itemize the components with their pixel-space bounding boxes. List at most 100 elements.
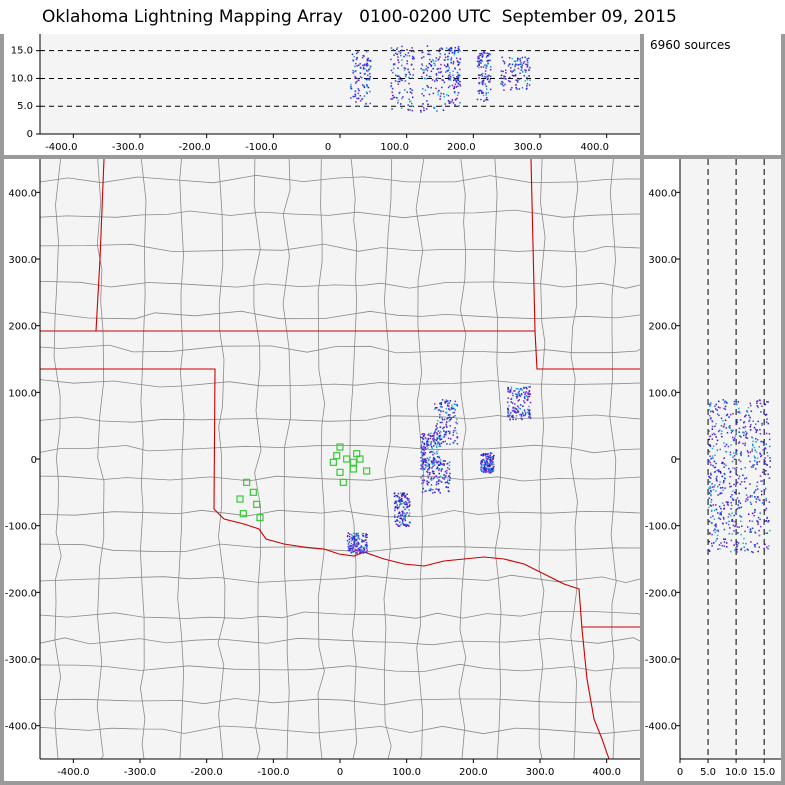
lightning-source-point [482, 66, 485, 68]
lightning-source-point [401, 511, 404, 513]
lightning-source-point [755, 438, 757, 440]
lightning-source-point [452, 74, 454, 77]
lightning-source-point [423, 453, 425, 456]
lightning-source-point [512, 418, 514, 421]
lightning-source-point [715, 477, 718, 480]
y-tick-label: -100.0 [645, 522, 677, 533]
lightning-source-point [489, 88, 492, 91]
lightning-source-point [511, 71, 513, 73]
lightning-source-point [442, 418, 444, 421]
lightning-source-point [503, 89, 505, 91]
lightning-source-point [516, 60, 518, 62]
lightning-source-point [735, 485, 737, 487]
lightning-source-point [459, 74, 461, 77]
lightning-source-point [745, 494, 748, 496]
lightning-source-point [478, 64, 480, 66]
lightning-source-point [446, 63, 449, 65]
lightning-source-point [430, 477, 433, 479]
y-tick-label: 200.0 [8, 322, 37, 333]
lightning-source-point [365, 534, 367, 536]
lightning-source-point [758, 399, 761, 401]
lightning-source-point [428, 458, 430, 461]
plan-view-map[interactable]: 400.0300.0200.0100.00-100.0-200.0-300.0-… [4, 159, 640, 781]
lightning-source-point [448, 78, 450, 81]
lightning-source-point [753, 455, 756, 458]
lightning-source-point [398, 92, 400, 95]
lightning-source-point [428, 93, 431, 96]
lightning-source-point [708, 460, 710, 462]
lightning-source-point [432, 434, 434, 437]
lightning-source-point [515, 84, 517, 86]
lightning-source-point [743, 537, 745, 540]
lightning-source-point [739, 515, 741, 517]
lightning-source-point [458, 48, 460, 51]
county-line [253, 159, 262, 760]
lightning-source-point [351, 535, 354, 537]
lightning-source-point [502, 70, 504, 73]
lightning-source-point [709, 435, 712, 437]
lightning-source-point [480, 52, 483, 55]
lightning-source-point [431, 463, 434, 465]
lightning-source-point [520, 65, 522, 68]
lightning-source-point [392, 94, 394, 97]
lightning-source-point [723, 425, 725, 428]
lightning-source-point [394, 507, 396, 510]
lightning-source-point [394, 63, 396, 65]
lightning-source-point [352, 60, 355, 62]
lightning-source-point [403, 492, 406, 495]
lightning-source-point [363, 95, 366, 97]
lightning-source-point [766, 532, 769, 535]
lightning-source-point [398, 499, 401, 501]
county-line [39, 637, 640, 646]
lightning-source-point [521, 64, 524, 66]
lightning-source-point [486, 463, 488, 466]
lightning-source-point [527, 392, 529, 394]
lightning-source-point [452, 70, 454, 72]
lightning-source-point [492, 457, 495, 459]
lightning-source-point [751, 448, 754, 451]
lightning-source-point [458, 73, 460, 76]
lightning-source-point [452, 61, 455, 63]
lma-station-marker [239, 510, 247, 518]
lightning-source-point [759, 512, 761, 514]
lightning-source-point [720, 513, 722, 516]
lightning-source-point [441, 48, 444, 50]
lightning-source-point [521, 418, 523, 421]
lightning-source-point [478, 57, 480, 60]
lightning-source-point [764, 460, 766, 463]
altitude-ew-plot[interactable]: 05.010.015.0-400.0 -300.0 -200.0 -100.0 0 100… [4, 34, 640, 155]
lightning-source-point [493, 469, 495, 471]
lightning-source-point [738, 411, 741, 413]
lightning-source-point [527, 411, 529, 414]
altitude-ns-plot[interactable]: 400.0300.0200.0100.00-100.0-200.0-300.0-… [644, 159, 781, 781]
lightning-source-point [519, 63, 522, 66]
lightning-source-point [480, 92, 483, 94]
lma-station-marker [343, 455, 351, 463]
lightning-source-point [439, 438, 441, 441]
lightning-source-point [763, 447, 766, 450]
lightning-source-point [755, 430, 758, 432]
lightning-source-point [489, 462, 491, 465]
lightning-source-point [524, 392, 527, 394]
lightning-source-point [768, 445, 771, 448]
lightning-source-point [758, 534, 761, 536]
lightning-source-point [513, 68, 516, 71]
lightning-source-point [736, 544, 739, 546]
lightning-source-point [443, 463, 445, 465]
lightning-source-point [426, 470, 428, 473]
lightning-source-point [448, 48, 451, 50]
lightning-source-point [715, 462, 717, 465]
lightning-source-point [528, 409, 530, 412]
lightning-source-point [406, 91, 409, 93]
lightning-source-point [447, 55, 449, 58]
lightning-source-point [524, 56, 526, 59]
lightning-source-point [423, 468, 426, 470]
lightning-source-point [447, 405, 450, 407]
lightning-source-point [396, 46, 399, 49]
lightning-source-point [765, 413, 768, 416]
lightning-source-point [483, 465, 486, 468]
lightning-source-point [430, 60, 433, 63]
lightning-source-point [362, 539, 364, 542]
lightning-source-point [738, 442, 740, 444]
lightning-source-point [396, 506, 399, 509]
